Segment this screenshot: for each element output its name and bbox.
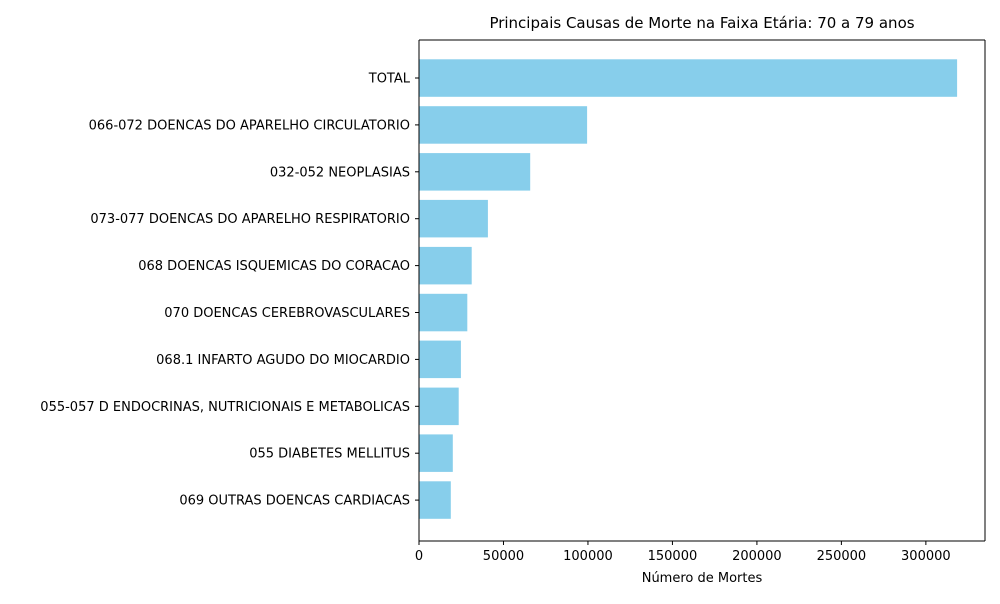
chart-title: Principais Causas de Morte na Faixa Etár…: [489, 14, 914, 32]
y-tick-label: TOTAL: [368, 72, 411, 87]
bar: [419, 199, 488, 238]
bar: [419, 481, 451, 519]
plot-frame: [418, 39, 986, 542]
y-tick-label: 055 DIABETES MELLITUS: [249, 447, 410, 462]
y-tick-label: 068.1 INFARTO AGUDO DO MIOCARDIO: [156, 353, 410, 368]
x-tick-label: 250000: [817, 549, 867, 564]
y-tick-label: 073-077 DOENCAS DO APARELHO RESPIRATORIO: [90, 212, 410, 227]
x-tick-label: 200000: [732, 549, 782, 564]
bar: [419, 434, 453, 472]
x-axis-ticks: 0 50000 100000 150000 200000 250000 300000: [415, 541, 951, 564]
bar: [419, 293, 468, 332]
y-tick-label: 032-052 NEOPLASIAS: [270, 165, 410, 180]
bars-layer: [419, 59, 958, 519]
x-tick-label: 300000: [901, 549, 951, 564]
x-axis-label: Número de Mortes: [642, 571, 763, 586]
bar: [419, 153, 531, 191]
y-tick-label: 066-072 DOENCAS DO APARELHO CIRCULATORIO: [89, 118, 410, 133]
y-tick-label: 055-057 D ENDOCRINAS, NUTRICIONAIS E MET…: [40, 400, 410, 415]
x-tick-label: 100000: [563, 549, 613, 564]
y-tick-label: 068 DOENCAS ISQUEMICAS DO CORACAO: [138, 259, 410, 274]
y-tick-label: 069 OUTRAS DOENCAS CARDIACAS: [179, 494, 410, 509]
x-tick-label: 50000: [483, 549, 524, 564]
y-tick-label: 070 DOENCAS CEREBROVASCULARES: [164, 306, 410, 321]
bar: [419, 246, 472, 285]
bar: [419, 59, 958, 97]
y-axis-ticks: TOTAL 066-072 DOENCAS DO APARELHO CIRCULA…: [40, 72, 419, 509]
x-tick-label: 0: [415, 549, 423, 564]
bar: [419, 340, 461, 379]
x-tick-label: 150000: [648, 549, 698, 564]
bar: [419, 106, 588, 144]
bar: [419, 387, 459, 426]
